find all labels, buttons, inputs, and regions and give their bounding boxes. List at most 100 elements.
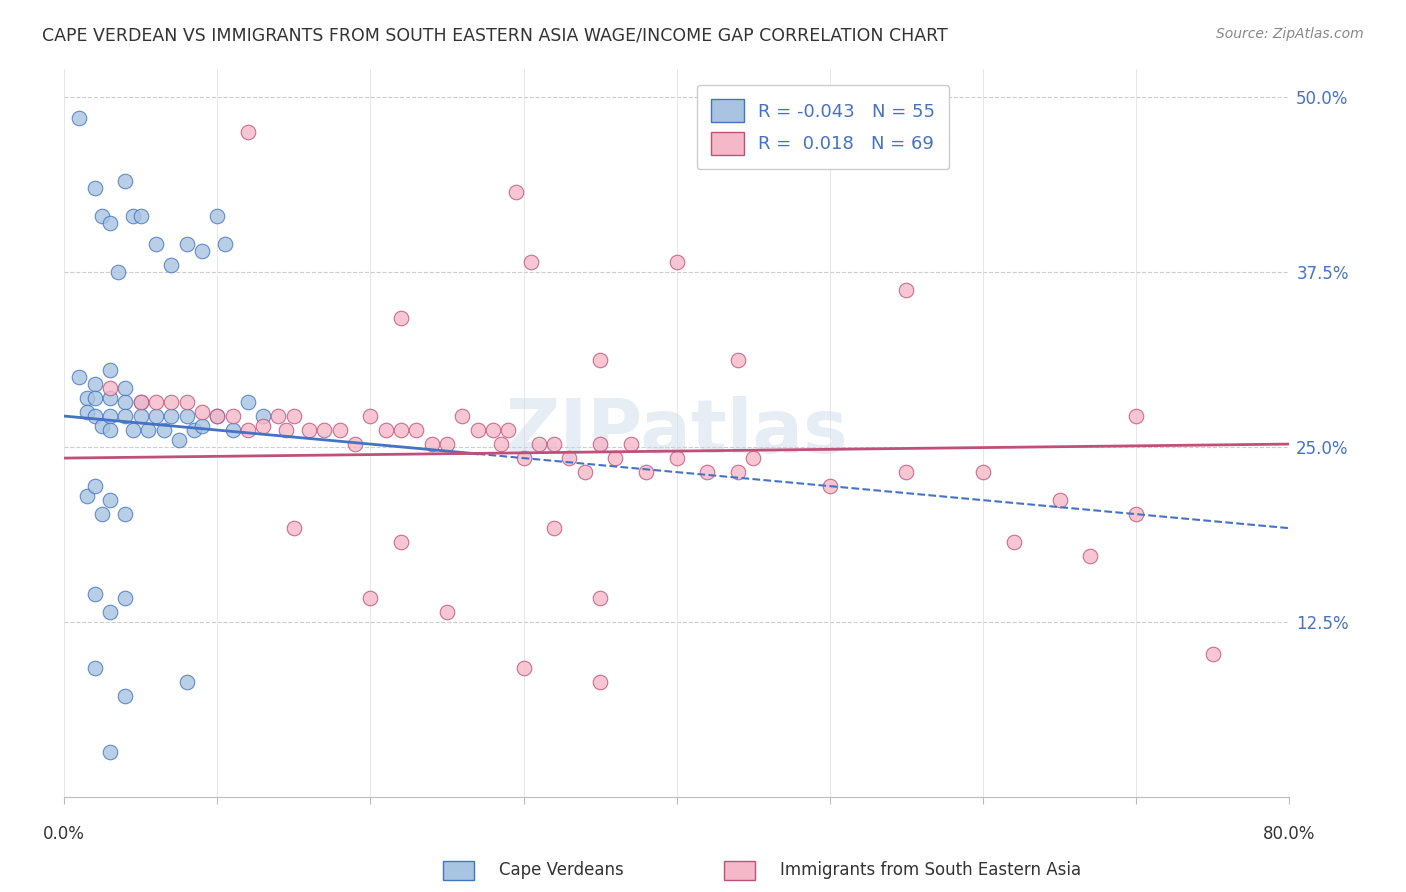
Point <box>98 423 121 437</box>
Point <box>405 423 427 437</box>
Point <box>205 409 228 423</box>
Point <box>98 605 121 619</box>
Point <box>98 391 121 405</box>
Point <box>589 675 612 690</box>
Point <box>389 310 412 325</box>
Point <box>129 395 152 409</box>
Point <box>145 395 167 409</box>
Point <box>98 493 121 508</box>
Point <box>389 535 412 549</box>
Point <box>620 437 643 451</box>
Point <box>107 265 129 279</box>
Point <box>1202 648 1225 662</box>
Text: Cape Verdeans: Cape Verdeans <box>499 861 624 879</box>
Point <box>76 405 98 419</box>
Point <box>183 423 205 437</box>
Point <box>505 185 527 199</box>
Point <box>152 423 174 437</box>
Point <box>252 418 274 433</box>
Point <box>520 255 543 269</box>
Point <box>236 423 259 437</box>
Point <box>83 376 105 391</box>
Point <box>605 451 627 466</box>
Point <box>67 369 90 384</box>
Text: ZIPatlas: ZIPatlas <box>505 396 848 469</box>
Point <box>176 395 198 409</box>
Point <box>420 437 443 451</box>
Point <box>329 423 352 437</box>
Point <box>359 591 381 606</box>
Point <box>298 423 321 437</box>
Point <box>129 409 152 423</box>
Point <box>1078 549 1101 564</box>
Point <box>1125 409 1147 423</box>
Point <box>512 661 534 675</box>
Point <box>972 465 994 479</box>
Point <box>114 173 136 187</box>
Point <box>91 209 114 223</box>
Point <box>359 409 381 423</box>
Point <box>543 521 565 535</box>
Point <box>236 125 259 139</box>
Point <box>283 409 305 423</box>
Point <box>176 236 198 251</box>
Point <box>114 591 136 606</box>
Point <box>344 437 367 451</box>
Point <box>527 437 550 451</box>
Point <box>818 479 841 493</box>
Point <box>91 507 114 521</box>
Point <box>176 409 198 423</box>
Point <box>283 521 305 535</box>
Point <box>389 423 412 437</box>
Point <box>276 423 298 437</box>
Legend: R = -0.043   N = 55, R =  0.018   N = 69: R = -0.043 N = 55, R = 0.018 N = 69 <box>696 85 949 169</box>
Point <box>205 409 228 423</box>
Point <box>451 409 474 423</box>
Point <box>543 437 565 451</box>
Point <box>83 587 105 601</box>
Point <box>896 283 918 297</box>
Point <box>214 236 236 251</box>
Text: Source: ZipAtlas.com: Source: ZipAtlas.com <box>1216 27 1364 41</box>
Point <box>76 489 98 503</box>
Point <box>221 423 243 437</box>
Point <box>83 180 105 194</box>
Point <box>467 423 489 437</box>
Point <box>136 423 159 437</box>
Point <box>489 437 512 451</box>
Point <box>114 409 136 423</box>
Point <box>176 675 198 690</box>
Point <box>122 423 145 437</box>
Point <box>512 451 534 466</box>
Point <box>160 409 183 423</box>
Point <box>145 409 167 423</box>
Point <box>221 409 243 423</box>
Point <box>76 391 98 405</box>
Point <box>574 465 596 479</box>
Point <box>589 591 612 606</box>
Point <box>191 244 214 258</box>
Point <box>252 409 274 423</box>
Point <box>1049 493 1071 508</box>
Point <box>267 409 290 423</box>
Point <box>896 465 918 479</box>
Point <box>129 209 152 223</box>
Point <box>205 209 228 223</box>
Point <box>83 409 105 423</box>
Text: CAPE VERDEAN VS IMMIGRANTS FROM SOUTH EASTERN ASIA WAGE/INCOME GAP CORRELATION C: CAPE VERDEAN VS IMMIGRANTS FROM SOUTH EA… <box>42 27 948 45</box>
Point <box>634 465 657 479</box>
Point <box>1125 507 1147 521</box>
Point <box>496 423 519 437</box>
Point <box>436 437 458 451</box>
Point <box>91 418 114 433</box>
Point <box>191 405 214 419</box>
Point <box>436 605 458 619</box>
Point <box>314 423 336 437</box>
Point <box>129 395 152 409</box>
Point <box>83 661 105 675</box>
Point <box>160 395 183 409</box>
Point <box>160 258 183 272</box>
Point <box>167 433 190 447</box>
Point <box>374 423 396 437</box>
Point <box>558 451 581 466</box>
